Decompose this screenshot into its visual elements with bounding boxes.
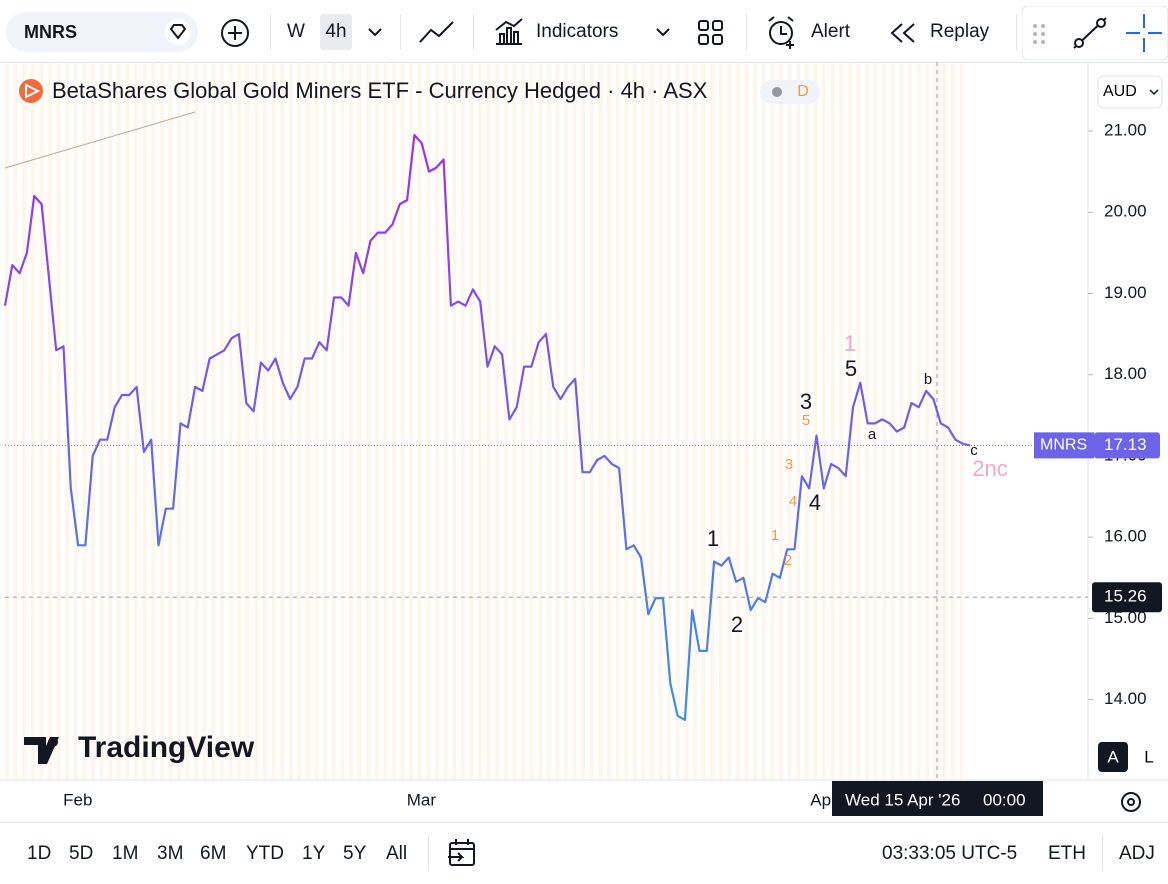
alert-icon: [768, 16, 794, 49]
badge-dot: [772, 87, 782, 97]
wave-label: 2: [784, 552, 792, 569]
wave-label: a: [868, 426, 877, 443]
icon: [165, 19, 191, 45]
separator: [473, 14, 474, 50]
price-line: [3, 134, 971, 721]
clock[interactable]: 03:33:05 UTC-5: [882, 843, 1018, 864]
range-button[interactable]: 5D: [69, 843, 94, 864]
separator: [746, 14, 747, 50]
legend: BetaShares Global Gold Miners ETF - Curr…: [19, 78, 820, 104]
wave-label: 4: [809, 490, 821, 515]
session[interactable]: ETH: [1048, 843, 1086, 864]
crosshair-date: Wed 15 Apr '26: [845, 790, 960, 809]
toolbar: MNRS W 4h Indicators Alert Replay: [0, 0, 1168, 63]
wave-label: 1: [771, 527, 779, 544]
wave-label: 5: [845, 356, 857, 381]
crosshair-time: 00:00: [983, 790, 1026, 809]
separator: [270, 14, 271, 50]
last-price-symbol: MNRS: [1040, 437, 1087, 454]
crosshair-price-label: 15.26: [1104, 587, 1147, 606]
last-price-tag: [1034, 432, 1094, 459]
range-button[interactable]: All: [386, 843, 408, 864]
wave-label: 2nc: [972, 456, 1007, 481]
alert[interactable]: Alert: [811, 21, 851, 42]
wave-label: 3: [800, 389, 812, 414]
x-tick-label: Apr: [810, 790, 837, 809]
y-tick-label: 21.00: [1104, 121, 1147, 140]
replay-icon: [890, 23, 915, 43]
wave-label: 3: [785, 456, 793, 473]
log-scale[interactable]: L: [1144, 747, 1153, 766]
last-price-tag: [1094, 432, 1160, 459]
separator: [1102, 835, 1103, 871]
wave-label: 1: [844, 331, 856, 356]
symbol-title: BetaShares Global Gold Miners ETF - Curr…: [52, 78, 708, 103]
chart: BetaShares Global Gold Miners ETF - Curr…: [0, 62, 1168, 816]
separator: [400, 14, 401, 50]
symbol: MNRS: [24, 22, 77, 42]
session-background: [5, 62, 963, 780]
badge-background: [760, 80, 820, 104]
range-button[interactable]: 1Y: [302, 843, 326, 864]
y-tick-label: 16.00: [1104, 527, 1147, 546]
watermark: TradingView: [24, 731, 255, 764]
wave-label: 2: [731, 612, 743, 637]
auto-scale: A: [1107, 747, 1119, 766]
crosshair-price-box: [1092, 582, 1162, 613]
trend-line-drawing: [4, 111, 196, 169]
goto-date[interactable]: [446, 837, 480, 871]
badge: D: [797, 83, 809, 100]
y-tick-label: 20.00: [1104, 202, 1147, 221]
wave-label: 1: [707, 526, 719, 551]
indicators-icon: [495, 18, 523, 45]
currency: AUD: [1103, 83, 1137, 100]
wave-label: b: [924, 371, 932, 388]
separator: [428, 835, 429, 871]
bottom-toolbar: 1D 5D 1M 3M 6M YTD 1Y 5Y All 03:33:05 UTC-5 ETH …: [0, 822, 1168, 884]
chart-type[interactable]: [417, 18, 457, 48]
logo-text: TradingView: [78, 731, 255, 764]
add-button[interactable]: [218, 16, 252, 50]
x-tick-label: Feb: [63, 790, 92, 809]
range-button[interactable]: 1M: [112, 843, 139, 864]
range-button[interactable]: YTD: [246, 843, 284, 864]
range-button[interactable]: 1D: [27, 843, 52, 864]
wave-label: 4: [789, 493, 797, 510]
wave-label: 5: [802, 412, 810, 429]
wave-label: c: [970, 442, 978, 459]
x-tick-label: Mar: [407, 790, 437, 809]
range-button[interactable]: 6M: [200, 843, 227, 864]
currency-button[interactable]: [1097, 75, 1163, 109]
interval[interactable]: W: [287, 21, 305, 42]
y-tick-label: 14.00: [1104, 689, 1147, 708]
layouts[interactable]: [697, 19, 725, 47]
indicators[interactable]: Indicators: [536, 21, 619, 42]
y-tick-label: 18.00: [1104, 364, 1147, 383]
crosshair-date-box: [832, 781, 1043, 816]
y-tick-label: 15.00: [1104, 608, 1147, 627]
y-tick-label: 19.00: [1104, 283, 1147, 302]
settings[interactable]: [1121, 792, 1141, 812]
dropdown[interactable]: [366, 24, 384, 40]
replay[interactable]: Replay: [930, 21, 990, 42]
range-button[interactable]: 3M: [157, 843, 184, 864]
adjust[interactable]: ADJ: [1119, 843, 1155, 864]
range-button[interactable]: 5Y: [343, 843, 367, 864]
last-price-label: 17.13: [1104, 435, 1147, 454]
separator: [1016, 14, 1017, 50]
auto-scale-button[interactable]: [1098, 742, 1128, 772]
dropdown[interactable]: [654, 24, 672, 40]
drawing-tools: [1022, 6, 1168, 60]
interval[interactable]: 4h: [320, 14, 352, 50]
